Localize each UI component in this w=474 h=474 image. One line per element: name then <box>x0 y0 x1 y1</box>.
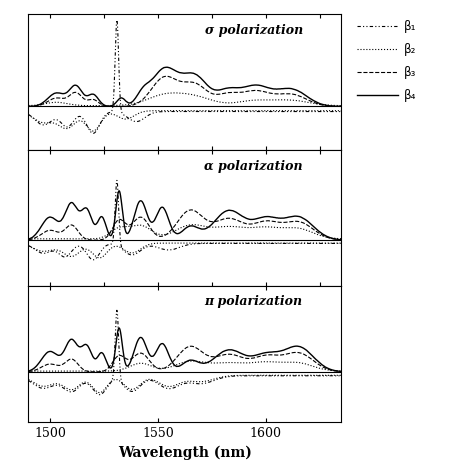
Legend: β₁, β₂, β₃, β₄: β₁, β₂, β₃, β₄ <box>356 20 416 102</box>
Text: α polarization: α polarization <box>204 160 303 173</box>
X-axis label: Wavelength (nm): Wavelength (nm) <box>118 445 252 460</box>
Text: π polarization: π polarization <box>205 295 303 309</box>
Text: σ polarization: σ polarization <box>205 24 303 36</box>
